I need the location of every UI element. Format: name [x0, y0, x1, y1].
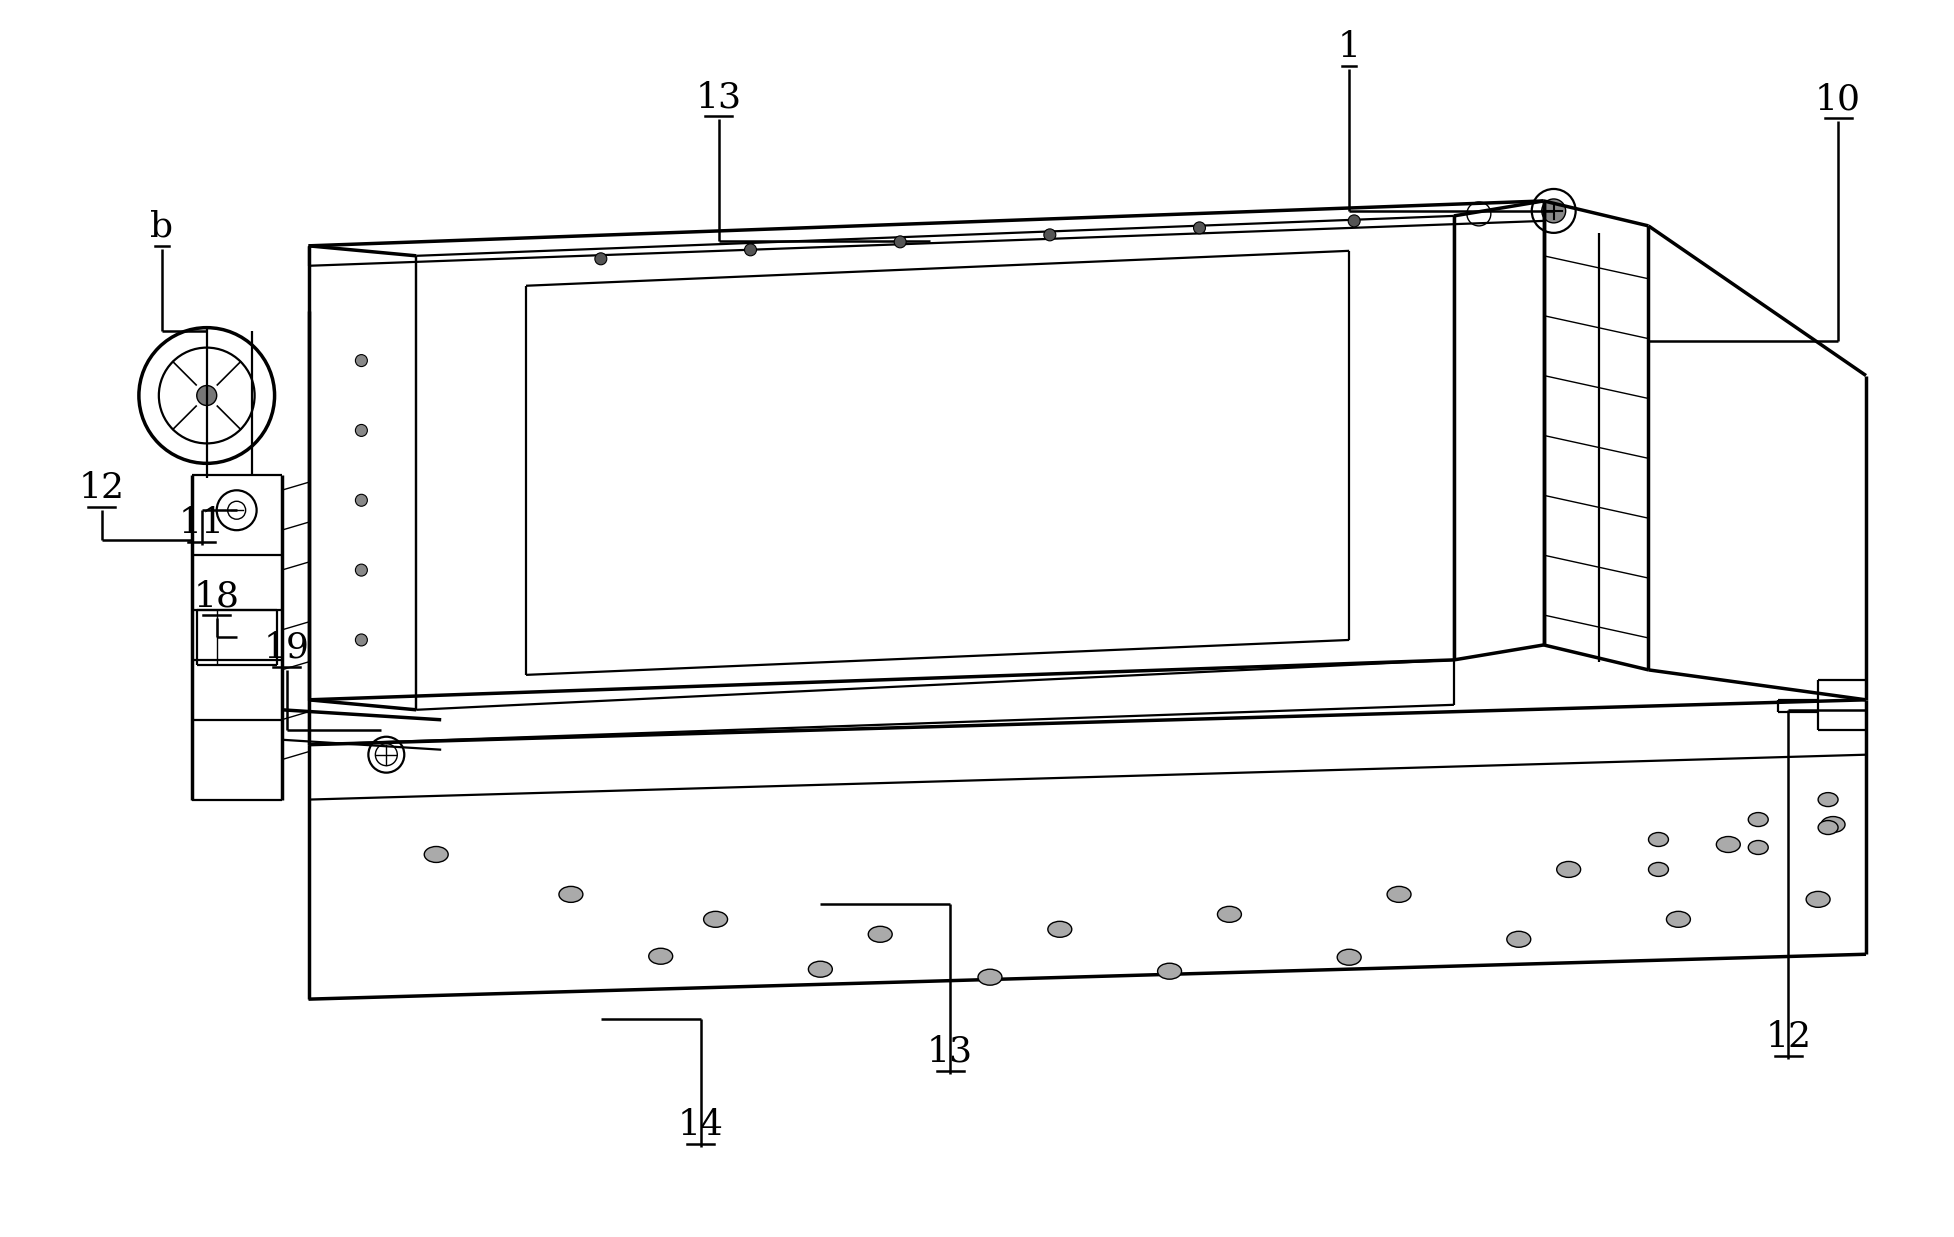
Ellipse shape — [868, 927, 893, 943]
Ellipse shape — [1667, 912, 1690, 928]
Circle shape — [1194, 221, 1206, 234]
Ellipse shape — [1817, 793, 1839, 807]
Circle shape — [356, 495, 367, 506]
Text: 11: 11 — [178, 506, 225, 541]
Ellipse shape — [1817, 820, 1839, 835]
Text: 13: 13 — [696, 80, 743, 114]
Text: 12: 12 — [1764, 1021, 1811, 1054]
Circle shape — [594, 252, 608, 265]
Ellipse shape — [809, 961, 832, 977]
Text: 19: 19 — [264, 631, 309, 666]
Circle shape — [1043, 229, 1055, 241]
Circle shape — [197, 386, 217, 406]
Circle shape — [356, 424, 367, 437]
Ellipse shape — [1557, 861, 1581, 877]
Circle shape — [356, 355, 367, 366]
Ellipse shape — [1507, 931, 1530, 948]
Ellipse shape — [1821, 816, 1845, 833]
Ellipse shape — [424, 846, 447, 862]
Text: 1: 1 — [1338, 30, 1360, 64]
Ellipse shape — [1649, 833, 1669, 846]
Ellipse shape — [1387, 887, 1411, 902]
Text: b: b — [150, 210, 174, 244]
Ellipse shape — [1047, 922, 1073, 938]
Circle shape — [895, 236, 907, 247]
Circle shape — [1542, 199, 1565, 223]
Circle shape — [744, 244, 756, 256]
Ellipse shape — [1749, 840, 1768, 855]
Ellipse shape — [979, 970, 1002, 985]
Circle shape — [356, 564, 367, 576]
Ellipse shape — [1805, 892, 1831, 908]
Ellipse shape — [1716, 836, 1741, 852]
Ellipse shape — [703, 912, 727, 928]
Ellipse shape — [1337, 949, 1362, 965]
Ellipse shape — [1217, 907, 1241, 923]
Circle shape — [356, 635, 367, 646]
Ellipse shape — [559, 887, 582, 902]
Ellipse shape — [1157, 964, 1182, 980]
Circle shape — [1348, 215, 1360, 226]
Ellipse shape — [1649, 862, 1669, 877]
Text: 14: 14 — [678, 1108, 723, 1142]
Text: 18: 18 — [193, 579, 240, 614]
Text: 13: 13 — [926, 1035, 973, 1069]
Ellipse shape — [1749, 813, 1768, 826]
Ellipse shape — [649, 949, 672, 964]
Text: 12: 12 — [78, 471, 125, 505]
Text: 10: 10 — [1815, 82, 1860, 116]
